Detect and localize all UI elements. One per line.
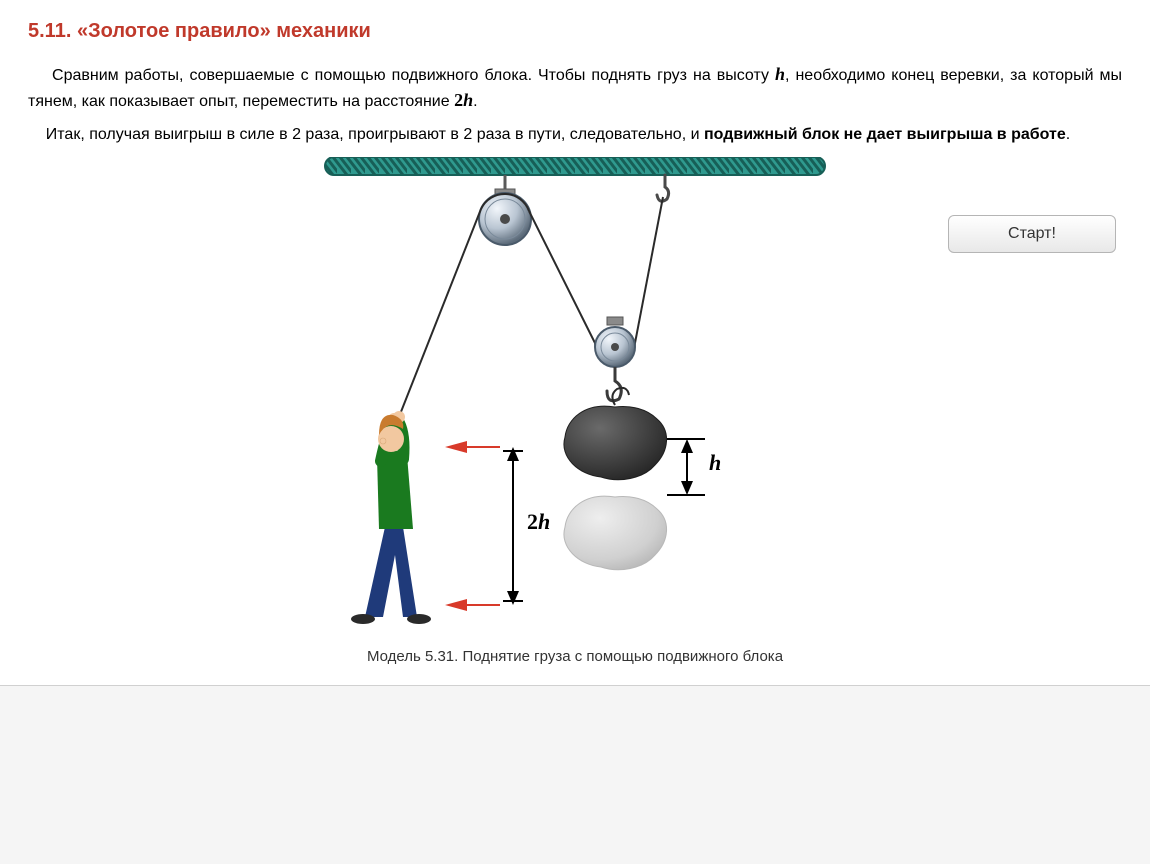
page-container: 5.11. «Золотое правило» механики Сравним…	[0, 0, 1150, 686]
section-title-text: «Золотое правило» механики	[77, 20, 371, 42]
section-number: 5.11.	[28, 20, 71, 42]
paragraph-1: Сравним работы, совершаемые с помощью по…	[28, 61, 1122, 113]
person	[351, 411, 431, 624]
p1-num-2: 2	[454, 90, 463, 110]
p1-var-h: h	[775, 64, 785, 84]
label-2h: 2h	[527, 509, 550, 535]
p1-text-a: Сравним работы, совершаемые с помощью по…	[52, 67, 775, 84]
figure-caption: Модель 5.31. Поднятие груза с помощью по…	[28, 648, 1122, 675]
p2-bold: подвижный блок не дает выигрыша в работе	[704, 126, 1066, 143]
pulley-diagram: 2h h	[295, 157, 855, 637]
diagram-svg	[295, 157, 855, 637]
p2-text-b: .	[1066, 126, 1070, 143]
start-button[interactable]: Старт!	[948, 215, 1116, 253]
p2-text-a: Итак, получая выигрыш в силе в 2 раза, п…	[46, 126, 704, 143]
paragraph-2: Итак, получая выигрыш в силе в 2 раза, п…	[28, 123, 1122, 146]
p1-text-c: .	[473, 93, 477, 110]
section-title: 5.11. «Золотое правило» механики	[28, 20, 1122, 43]
p1-var-h2: h	[463, 90, 473, 110]
label-h: h	[709, 450, 721, 476]
